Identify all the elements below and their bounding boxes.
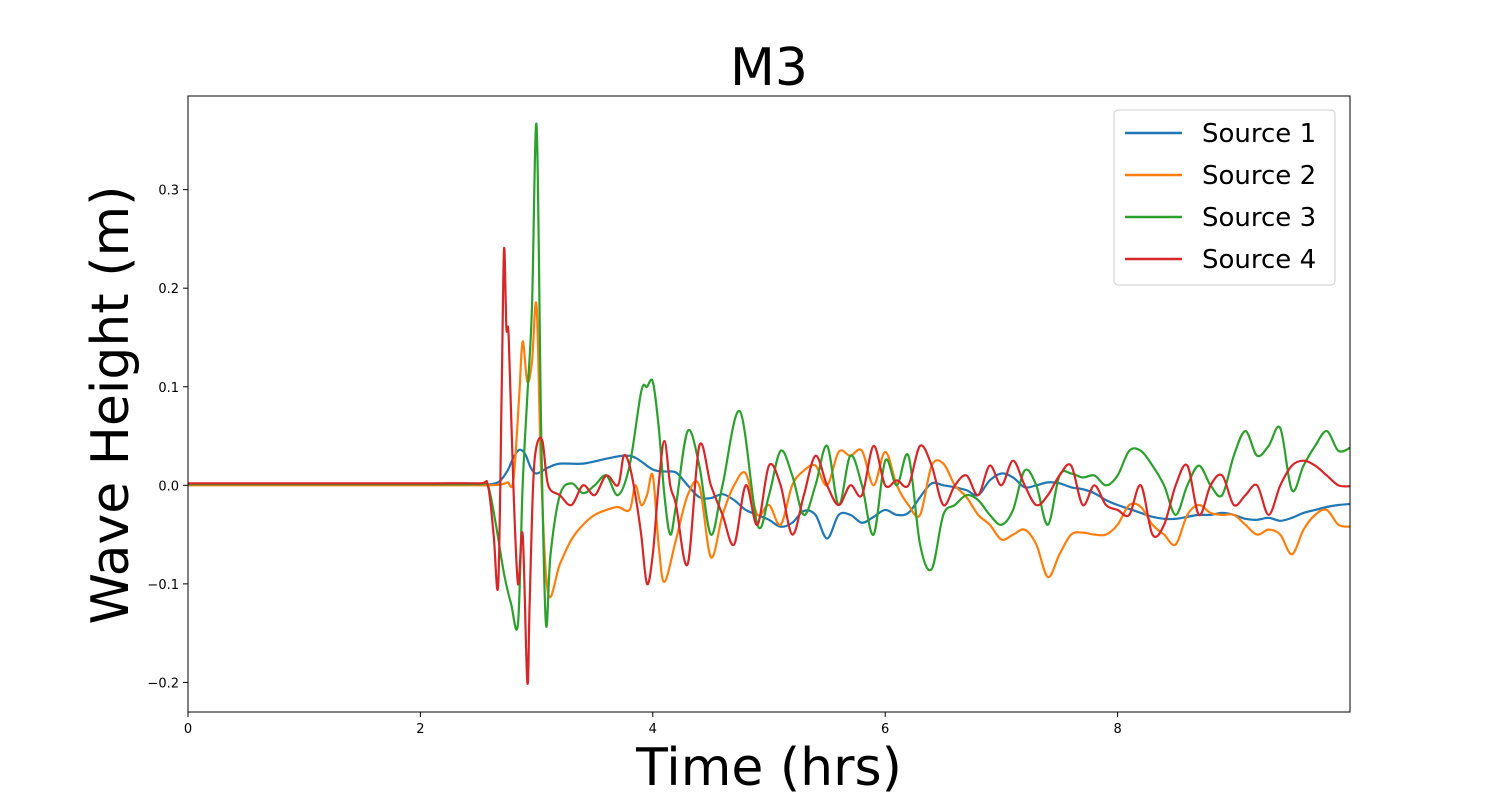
x-tick-label: 8: [1113, 722, 1121, 737]
y-axis-label: Wave Height (m): [81, 186, 141, 625]
y-tick-label: 0.0: [158, 479, 179, 494]
x-axis-label: Time (hrs): [635, 738, 902, 798]
series-layer: [188, 122, 1350, 686]
legend-label-source-4: Source 4: [1202, 245, 1316, 275]
y-tick-label: 0.3: [158, 184, 179, 199]
y-tick-label: 0.2: [158, 282, 179, 297]
chart-title: M3: [730, 38, 808, 98]
x-tick-label: 4: [649, 722, 657, 737]
x-tick-label: 0: [184, 722, 192, 737]
legend-box: [1113, 109, 1336, 286]
y-tick-label: −0.2: [147, 676, 179, 691]
x-tick-label: 2: [416, 722, 424, 737]
plot-frame: [187, 95, 1351, 713]
legend-label-source-3: Source 3: [1202, 203, 1316, 233]
y-tick-label: −0.1: [147, 578, 179, 593]
series-line-source-3: [188, 122, 1350, 631]
x-tick-label: 6: [881, 722, 889, 737]
ticks-layer: 0 2 4 6 8 −0.2 −0.1 0.0 0.1 0.2 0.3: [147, 184, 1121, 737]
legend-label-source-2: Source 2: [1202, 161, 1316, 191]
series-line-source-2: [188, 301, 1350, 599]
series-line-source-4: [188, 247, 1350, 686]
legend: Source 1 Source 2 Source 3 Source 4: [1113, 109, 1336, 286]
legend-label-source-1: Source 1: [1202, 119, 1316, 149]
y-tick-label: 0.1: [158, 381, 179, 396]
